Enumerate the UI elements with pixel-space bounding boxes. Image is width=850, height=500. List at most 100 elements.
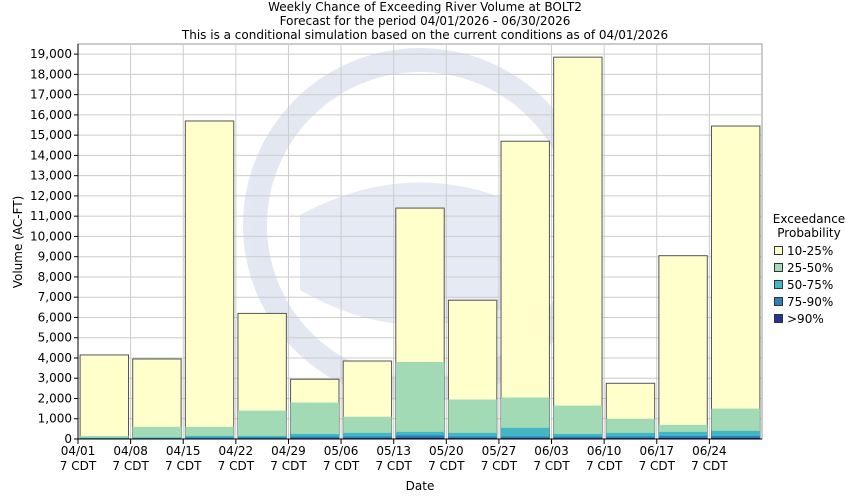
legend-item: 25-50% (774, 259, 850, 276)
y-tick-label: 2,000 (38, 391, 72, 405)
legend-swatch (774, 297, 783, 306)
y-tick-label: 17,000 (30, 88, 72, 102)
bar-75-90--04-29 (290, 436, 339, 439)
y-tick-label: 5,000 (38, 331, 72, 345)
x-tick-sublabel: 7 CDT (586, 459, 623, 473)
legend-title-line2: Probability (777, 226, 841, 240)
bar-50-75--06-10 (606, 432, 655, 439)
x-tick-label: 06/03 (534, 444, 569, 458)
chart-subtitle-conditions: This is a conditional simulation based o… (181, 28, 669, 42)
y-tick-label: 18,000 (30, 67, 72, 81)
legend-title-line1: Exceedance (772, 212, 846, 226)
legend-swatch (774, 263, 783, 272)
x-tick-label: 05/27 (482, 444, 517, 458)
x-tick-sublabel: 7 CDT (375, 459, 412, 473)
legend-label: >90% (787, 311, 824, 326)
x-tick-sublabel: 7 CDT (428, 459, 465, 473)
bar-75-90--04-15 (185, 437, 234, 439)
bar-50-75--06-24 (711, 430, 760, 439)
bar-50-75--06-03 (553, 433, 603, 439)
y-tick-label: 3,000 (38, 371, 72, 385)
bar-10-25--06-17 (658, 255, 708, 440)
legend-item: 10-25% (774, 242, 850, 259)
y-tick-label: 4,000 (38, 351, 72, 365)
legend-swatch (774, 314, 783, 323)
x-tick-label: 04/01 (61, 444, 96, 458)
x-tick-label: 06/10 (587, 444, 622, 458)
axes: 0 1,000 2,000 3,000 4,000 5,000 6,000 7,000 8,00… (30, 44, 762, 473)
x-tick-label: 04/22 (219, 444, 254, 458)
x-tick-sublabel: 7 CDT (533, 459, 570, 473)
x-tick-sublabel: 7 CDT (112, 459, 149, 473)
bar--90--05-13 (395, 437, 445, 439)
legend-label: 75-90% (787, 294, 834, 309)
bar-10-25--06-03 (553, 56, 603, 440)
bar-25-50--06-03 (553, 405, 603, 439)
bar-75-90--05-06 (343, 436, 392, 439)
bar-75-90--04-22 (237, 437, 287, 439)
x-tick-label: 04/08 (113, 444, 148, 458)
bar-10-25--05-27 (500, 140, 550, 440)
y-tick-label: 7,000 (38, 290, 72, 304)
bar-75-90--06-03 (553, 436, 603, 439)
bar--90--06-17 (658, 437, 708, 439)
y-tick-label: 10,000 (30, 229, 72, 243)
x-axis-label: Date (406, 479, 435, 493)
legend-swatch (774, 246, 783, 255)
x-tick-sublabel: 7 CDT (60, 459, 97, 473)
bar-25-50--05-13 (395, 362, 445, 439)
y-tick-label: 11,000 (30, 209, 72, 223)
bar-75-90--05-27 (501, 436, 550, 439)
y-tick-label: 1,000 (38, 412, 72, 426)
legend-label: 25-50% (787, 260, 834, 275)
bar-25-50--04-01 (80, 435, 129, 439)
y-tick-label: 0 (64, 432, 72, 446)
legend-label: 50-75% (787, 277, 834, 292)
bars (79, 56, 761, 440)
x-tick-label: 06/17 (639, 444, 674, 458)
x-tick-sublabel: 7 CDT (639, 459, 676, 473)
y-axis-label: Volume (AC-FT) (11, 196, 25, 289)
legend-item: >90% (774, 310, 850, 327)
x-tick-sublabel: 7 CDT (481, 459, 518, 473)
x-tick-label: 06/24 (692, 444, 727, 458)
legend-item: 75-90% (774, 293, 850, 310)
bar-10-25--04-01 (79, 354, 130, 440)
x-tick-sublabel: 7 CDT (270, 459, 307, 473)
y-tick-label: 19,000 (30, 47, 72, 61)
bar-10-25--06-24 (710, 125, 761, 440)
legend: Exceedance Probability 10-25% 25-50% 50-75… (768, 212, 850, 327)
y-tick-label: 15,000 (30, 128, 72, 142)
x-tick-label: 05/13 (376, 444, 411, 458)
legend-swatch (774, 280, 783, 289)
bar-50-75--04-29 (290, 433, 339, 439)
bar-25-50--04-08 (132, 426, 182, 439)
bar-50-75--05-27 (501, 427, 550, 439)
x-tick-label: 05/20 (429, 444, 464, 458)
y-tick-label: 9,000 (38, 250, 72, 264)
y-tick-label: 16,000 (30, 108, 72, 122)
x-tick-sublabel: 7 CDT (691, 459, 728, 473)
bar-10-25--04-15 (184, 120, 235, 440)
bar-25-50--05-20 (448, 399, 497, 439)
chart-title: Weekly Chance of Exceeding River Volume … (268, 0, 582, 14)
y-tick-label: 13,000 (30, 169, 72, 183)
x-tick-sublabel: 7 CDT (165, 459, 202, 473)
bar-50-75--05-20 (448, 432, 497, 439)
x-tick-sublabel: 7 CDT (218, 459, 255, 473)
x-tick-label: 04/15 (166, 444, 201, 458)
legend-items: 10-25% 25-50% 50-75% 75-90% >90% (768, 242, 850, 327)
y-tick-label: 12,000 (30, 189, 72, 203)
x-tick-sublabel: 7 CDT (323, 459, 360, 473)
bar--90--06-24 (711, 437, 760, 439)
y-tick-label: 14,000 (30, 148, 72, 162)
bar-50-75--05-06 (343, 432, 392, 439)
bar-75-90--05-20 (448, 436, 497, 439)
bar-10-25--04-08 (132, 358, 182, 440)
x-tick-label: 05/06 (324, 444, 359, 458)
bar-75-90--05-13 (395, 435, 445, 439)
bar-25-50--04-29 (290, 402, 339, 439)
bar-50-75--06-17 (658, 431, 708, 439)
legend-item: 50-75% (774, 276, 850, 293)
